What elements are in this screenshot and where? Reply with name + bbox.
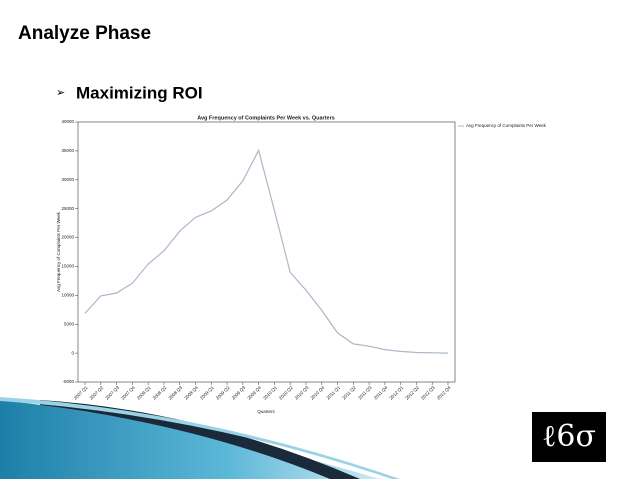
x-tick-label: 2007 Q4 <box>120 385 136 401</box>
x-tick-label: 2007 Q2 <box>89 385 105 401</box>
x-tick-label: 2011 Q1 <box>326 385 342 401</box>
x-axis-label: Quarters <box>257 409 275 414</box>
legend-label: Avg Frequency of Complaints Per Week <box>466 123 547 128</box>
x-tick-label: 2007 Q3 <box>104 385 120 401</box>
line-series <box>84 148 449 354</box>
y-tick-label: 25000 <box>61 206 74 211</box>
y-tick-label: -5000 <box>62 379 74 384</box>
x-tick-label: 2012 Q2 <box>404 385 420 401</box>
y-tick-label: 0 <box>71 350 74 355</box>
y-tick-label: 10000 <box>61 293 74 298</box>
x-tick-label: 2009 Q4 <box>246 385 262 401</box>
x-tick-label: 2008 Q1 <box>136 385 152 401</box>
x-tick-label: 2008 Q4 <box>183 385 199 401</box>
x-tick-label: 2012 Q4 <box>436 385 452 401</box>
x-tick-label: 2010 Q4 <box>310 385 326 401</box>
x-tick-label: 2009 Q3 <box>231 385 247 401</box>
chart-title: Avg Frequency of Complaints Per Week vs.… <box>197 115 335 121</box>
y-axis-label: Avg Frequency of Complaints Per Week <box>56 211 61 292</box>
x-tick-label: 2012 Q1 <box>388 385 404 401</box>
x-tick-label: 2007 Q1 <box>73 385 89 401</box>
y-tick-label: 5000 <box>64 321 75 326</box>
x-tick-label: 2008 Q3 <box>167 385 183 401</box>
x-tick-label: 2009 Q2 <box>215 385 231 401</box>
bullet-marker: ➢ <box>56 87 65 99</box>
x-tick-label: 2010 Q1 <box>262 385 278 401</box>
slide-title: Analyze Phase <box>18 23 151 44</box>
y-tick-label: 40000 <box>61 119 74 124</box>
x-tick-label: 2009 Q1 <box>199 385 215 401</box>
x-tick-label: 2011 Q3 <box>357 385 373 401</box>
decor-stripe <box>40 400 360 479</box>
x-tick-label: 2008 Q2 <box>152 385 168 401</box>
bullet-text: Maximizing ROI <box>76 83 203 102</box>
x-tick-label: 2010 Q3 <box>294 385 310 401</box>
y-tick-label: 35000 <box>61 148 74 153</box>
logo: ℓ6σ <box>542 419 596 454</box>
x-tick-label: 2011 Q2 <box>341 385 357 401</box>
y-tick-label: 20000 <box>61 235 74 240</box>
x-tick-label: 2012 Q3 <box>420 385 436 401</box>
logo-box <box>532 412 606 462</box>
y-tick-label: 30000 <box>61 177 74 182</box>
x-tick-label: 2011 Q4 <box>373 385 389 401</box>
x-tick-label: 2010 Q2 <box>278 385 294 401</box>
plot-frame <box>77 121 456 383</box>
y-tick-label: 15000 <box>61 264 74 269</box>
